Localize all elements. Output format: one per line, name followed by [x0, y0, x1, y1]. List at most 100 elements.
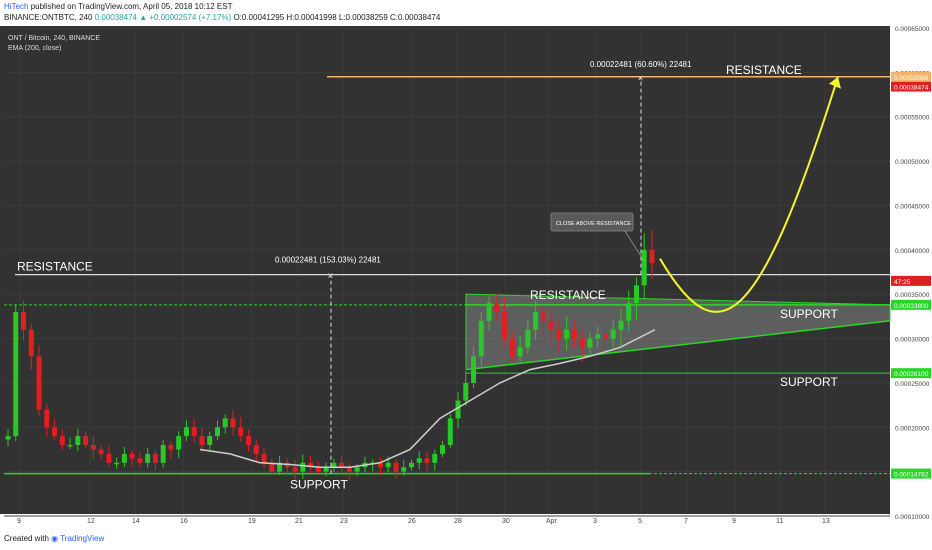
candle-body — [494, 303, 500, 312]
tag-timer: 47:25 — [894, 279, 911, 286]
candle-body — [168, 445, 174, 450]
tag-support-2: 0.00026100 — [894, 371, 929, 378]
symbol-line: BINANCE:ONTBTC, 240 — [4, 13, 93, 22]
candle-body — [556, 329, 562, 339]
time-axis-background — [0, 514, 890, 528]
candle-body — [331, 462, 337, 468]
candle-body — [540, 311, 546, 321]
candle-body — [525, 329, 531, 348]
candle-body — [199, 436, 205, 446]
ohlc-values: O:0.00041295 H:0.00041998 L:0.00038259 C… — [233, 13, 441, 22]
candle-body — [106, 453, 112, 463]
tag-last-price-bg — [891, 81, 931, 92]
candle-body — [502, 311, 508, 339]
price-change: +0.00002574 (+7.17%) — [149, 13, 232, 22]
candle-body — [36, 356, 42, 410]
candle-body — [90, 445, 96, 450]
chart-svg[interactable]: 0.000650000.000600000.000550000.00050000… — [0, 26, 932, 528]
y-tick-label: 0.00030000 — [895, 337, 930, 344]
y-tick-label: 0.00010000 — [895, 514, 930, 521]
chart-legend-title: ONT / Bitcoin, 240, BINANCE — [8, 35, 100, 42]
y-tick-label: 0.00065000 — [895, 26, 930, 33]
candle-body — [393, 462, 399, 472]
tradingview-brand[interactable]: TradingView — [60, 534, 105, 543]
x-tick-label: 9 — [17, 518, 21, 525]
candle-body — [595, 334, 601, 339]
candle-body — [424, 458, 430, 463]
label-resistance-left: RESISTANCE — [17, 260, 93, 274]
candle-body — [129, 453, 135, 459]
candle-body — [160, 445, 166, 463]
candle-body — [52, 427, 58, 437]
candles-group — [5, 229, 655, 480]
candle-body — [339, 462, 345, 468]
footer: Created with ◉ TradingView — [4, 534, 104, 543]
candle-body — [253, 445, 259, 454]
candle-body — [517, 347, 523, 357]
candle-body — [618, 320, 624, 330]
candle-body — [59, 436, 65, 446]
candle-body — [152, 453, 158, 463]
x-tick-label: 13 — [822, 518, 830, 525]
created-with-text: Created with — [4, 534, 49, 543]
candle-body — [13, 311, 19, 437]
tag-timer-bg — [891, 275, 931, 286]
candle-body — [67, 445, 73, 447]
x-tick-label: 19 — [248, 518, 256, 525]
plot-background — [0, 26, 890, 528]
candle-body — [230, 418, 236, 428]
candle-body — [641, 249, 647, 286]
author-name[interactable]: HiTech — [4, 2, 29, 11]
ema-line — [199, 329, 656, 468]
x-tick-label: 23 — [340, 518, 348, 525]
x-tick-label: 28 — [454, 518, 462, 525]
y-tick-label: 0.00040000 — [895, 248, 930, 255]
candle-body — [579, 338, 585, 348]
candle-body — [408, 462, 414, 468]
candle-body — [191, 427, 197, 437]
x-tick-label: 26 — [408, 518, 416, 525]
candle-body — [21, 311, 27, 330]
measure-1-marker-icon: ✕ — [327, 272, 334, 281]
x-tick-label: 14 — [132, 518, 140, 525]
y-tick-label: 0.00055000 — [895, 115, 930, 122]
candle-body — [75, 436, 81, 446]
x-tick-label: 3 — [593, 518, 597, 525]
tag-support-1-bg — [891, 299, 931, 310]
candle-body — [377, 462, 383, 468]
candle-body — [207, 436, 213, 446]
candle-body — [214, 427, 220, 437]
label-resistance-mid: RESISTANCE — [530, 288, 606, 302]
candle-body — [587, 338, 593, 348]
candle-body — [292, 467, 298, 472]
published-text: published on TradingView.com, April 05, … — [30, 2, 233, 11]
x-tick-label: Apr — [546, 518, 558, 525]
x-tick-label: 7 — [684, 518, 688, 525]
callout-text: CLOSE ABOVE RESISTANCE — [556, 221, 631, 227]
label-measure-2: 0.00022481 (60.60%) 22481 — [590, 60, 692, 69]
candle-body — [610, 329, 616, 339]
tradingview-logo-icon: ◉ — [51, 534, 59, 543]
tag-resistance-top: 0.00058588 — [894, 75, 929, 82]
candle-body — [633, 285, 639, 304]
candle-body — [183, 427, 189, 437]
candle-body — [315, 467, 321, 472]
candle-body — [354, 467, 360, 472]
x-tick-label: 16 — [180, 518, 188, 525]
candle-body — [649, 249, 655, 264]
candle-body — [602, 334, 608, 339]
y-tick-label: 0.00025000 — [895, 381, 930, 388]
label-resistance-top: RESISTANCE — [726, 63, 802, 77]
candle-body — [447, 418, 453, 446]
candle-body — [471, 356, 477, 383]
tag-support-2-bg — [891, 368, 931, 379]
tag-last-price: 0.00038474 — [894, 85, 929, 92]
candle-body — [548, 320, 554, 330]
y-tick-label: 0.00045000 — [895, 203, 930, 210]
projection-arrow-head-icon — [829, 76, 841, 89]
candle-body — [238, 427, 244, 437]
candle-body — [346, 467, 352, 472]
measure-2-marker-icon: ✕ — [637, 74, 644, 83]
candle-body — [28, 329, 34, 357]
